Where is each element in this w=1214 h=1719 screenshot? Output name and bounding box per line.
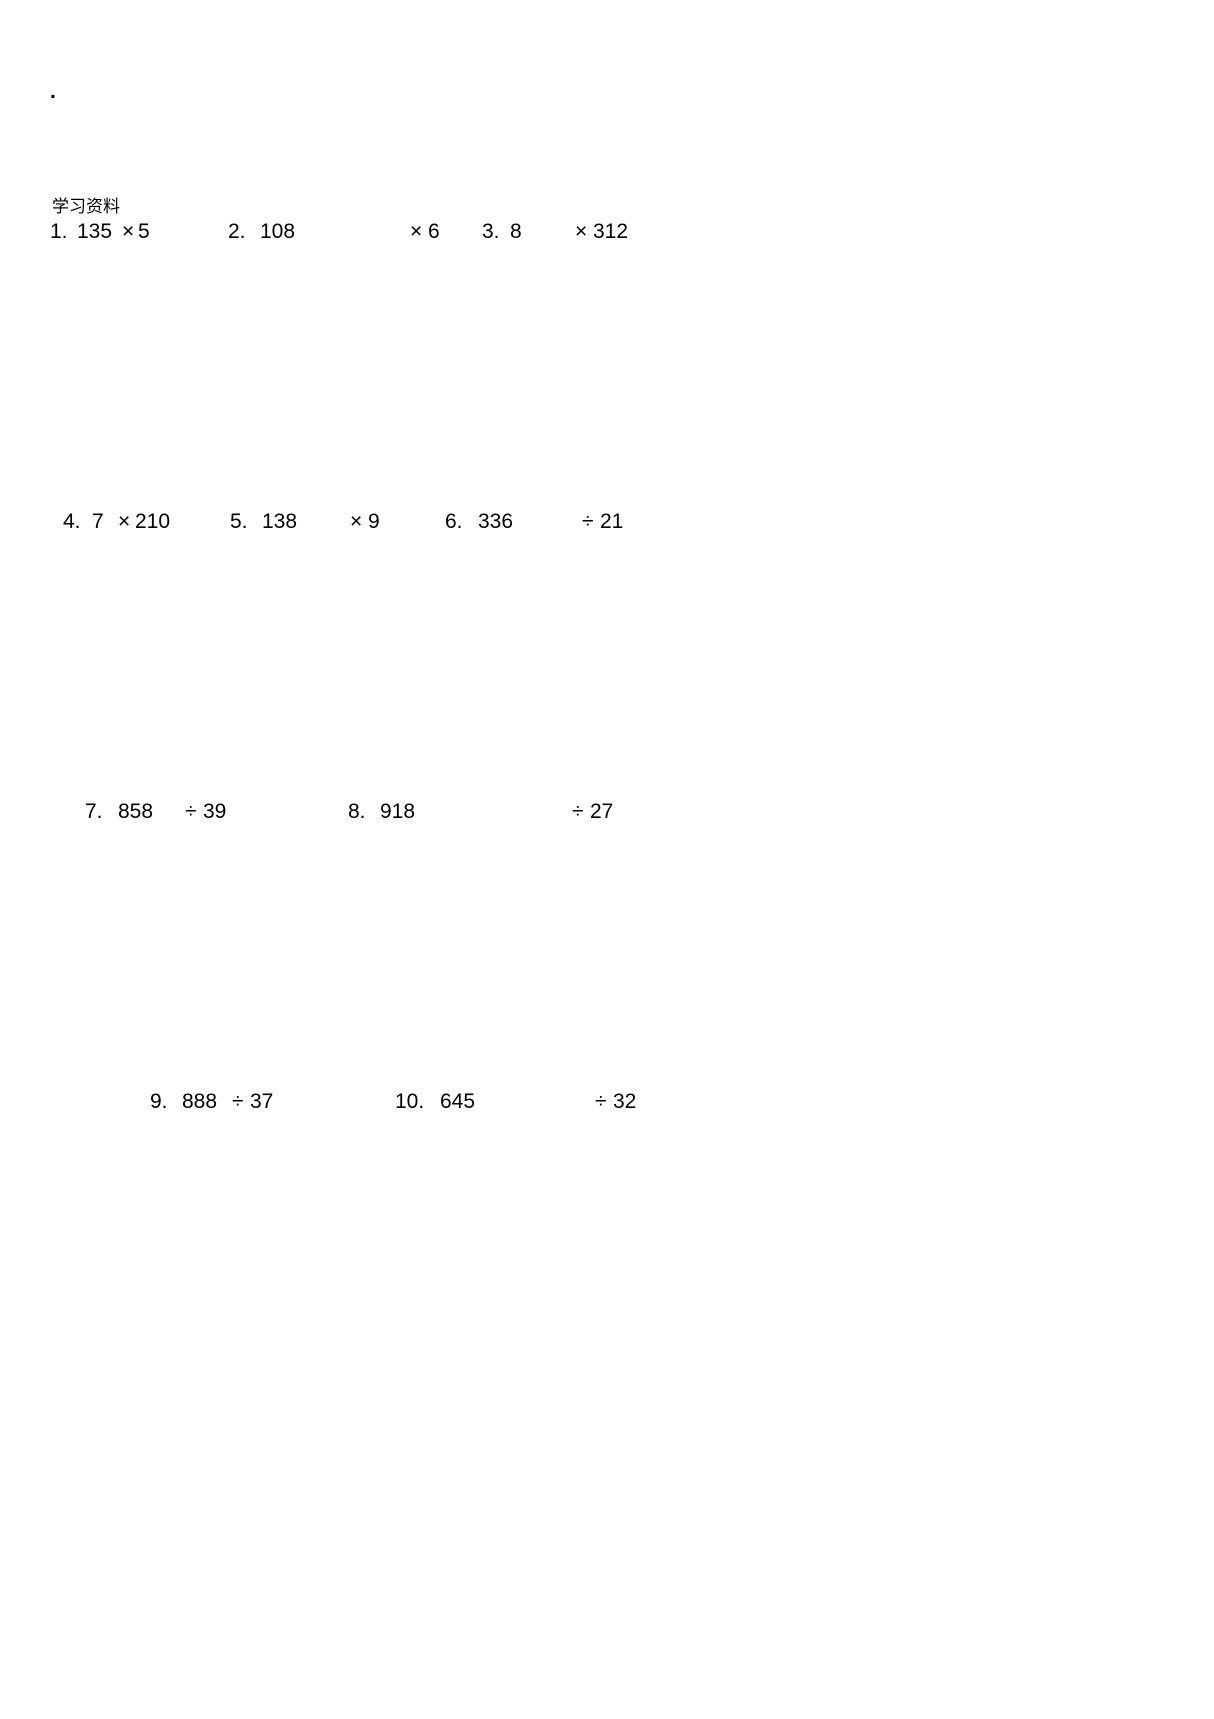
p9-left: 888 [182,1090,217,1114]
p3-number: 3. [482,220,500,244]
p2-left: 108 [260,220,295,244]
p5-op: × [350,510,362,534]
p6-op: ÷ [582,510,594,534]
materials-heading: 学习资料 [52,192,120,217]
p9-op: ÷ [232,1090,244,1114]
p8-op: ÷ [572,800,584,824]
p10-right: 32 [613,1090,636,1114]
p6-number: 6. [445,510,463,534]
p2-op: × [410,220,422,244]
p2-right: 6 [428,220,440,244]
p7-op: ÷ [185,800,197,824]
p6-left: 336 [478,510,513,534]
p5-number: 5. [230,510,248,534]
p10-op: ÷ [595,1090,607,1114]
p1-op: × [122,220,134,244]
p4-number: 4. [63,510,81,534]
worksheet-page: . 学习资料 1. 135 × 5 2. 108 × 6 3. 8 × 312 … [0,0,1214,1719]
p7-left: 858 [118,800,153,824]
p7-right: 39 [203,800,226,824]
p1-right: 5 [138,220,150,244]
p9-number: 9. [150,1090,168,1114]
p8-left: 918 [380,800,415,824]
p1-number: 1. [50,220,68,244]
p10-number: 10. [395,1090,424,1114]
p1-left: 135 [77,220,112,244]
p4-op: × [118,510,130,534]
p5-right: 9 [368,510,380,534]
page-dot: . [50,80,56,104]
p8-right: 27 [590,800,613,824]
p5-left: 138 [262,510,297,534]
p6-right: 21 [600,510,623,534]
p3-op: × [575,220,587,244]
p4-right: 210 [135,510,170,534]
p3-left: 8 [510,220,522,244]
p7-number: 7. [85,800,103,824]
p10-left: 645 [440,1090,475,1114]
p9-right: 37 [250,1090,273,1114]
p4-left: 7 [92,510,104,534]
p8-number: 8. [348,800,366,824]
p2-number: 2. [228,220,246,244]
p3-right: 312 [593,220,628,244]
